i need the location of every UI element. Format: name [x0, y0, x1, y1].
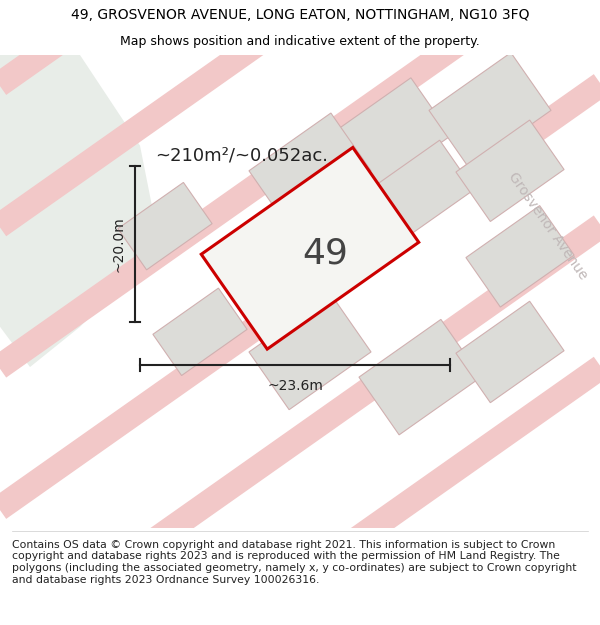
Polygon shape — [466, 206, 574, 307]
Text: Grosvenor Avenue: Grosvenor Avenue — [506, 170, 590, 282]
Polygon shape — [359, 319, 481, 435]
Polygon shape — [366, 140, 474, 242]
Text: 49, GROSVENOR AVENUE, LONG EATON, NOTTINGHAM, NG10 3FQ: 49, GROSVENOR AVENUE, LONG EATON, NOTTIN… — [71, 8, 529, 22]
Polygon shape — [201, 148, 419, 349]
Text: ~23.6m: ~23.6m — [267, 379, 323, 393]
Polygon shape — [429, 52, 551, 168]
Polygon shape — [0, 55, 160, 367]
Polygon shape — [118, 182, 212, 270]
Polygon shape — [153, 288, 247, 376]
Text: 49: 49 — [302, 236, 348, 270]
Polygon shape — [329, 78, 451, 193]
Polygon shape — [456, 120, 564, 221]
Polygon shape — [249, 294, 371, 410]
Polygon shape — [456, 301, 564, 402]
Text: ~20.0m: ~20.0m — [111, 216, 125, 272]
Text: Map shows position and indicative extent of the property.: Map shows position and indicative extent… — [120, 35, 480, 48]
Text: Contains OS data © Crown copyright and database right 2021. This information is : Contains OS data © Crown copyright and d… — [12, 540, 577, 584]
Text: ~210m²/~0.052ac.: ~210m²/~0.052ac. — [155, 147, 328, 164]
Polygon shape — [249, 113, 371, 229]
